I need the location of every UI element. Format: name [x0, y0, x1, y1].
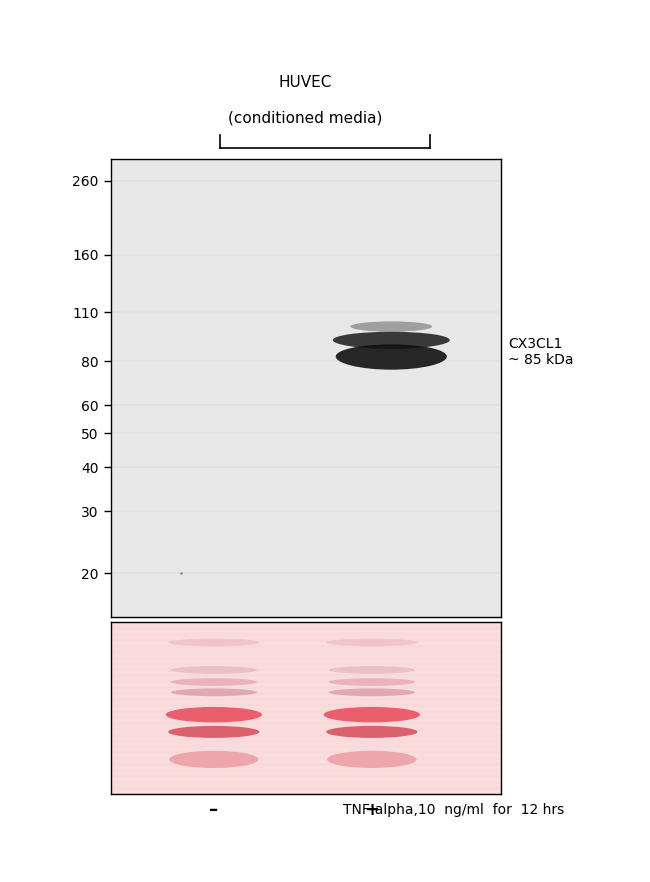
Bar	[111, 717, 500, 722]
Bar	[111, 705, 500, 711]
Bar	[111, 776, 500, 782]
Ellipse shape	[171, 666, 257, 674]
Text: +: +	[364, 801, 380, 818]
Bar	[111, 782, 500, 788]
Text: CX3CL1
~ 85 kDa: CX3CL1 ~ 85 kDa	[508, 337, 574, 367]
Ellipse shape	[336, 344, 447, 370]
Bar	[111, 616, 500, 622]
Bar	[111, 663, 500, 669]
Bar	[111, 669, 500, 676]
Ellipse shape	[171, 689, 257, 696]
Bar	[111, 729, 500, 735]
Bar	[111, 711, 500, 717]
Ellipse shape	[169, 751, 259, 768]
Bar	[111, 639, 500, 646]
Bar	[111, 646, 500, 652]
Ellipse shape	[329, 678, 415, 686]
Bar	[111, 699, 500, 705]
Bar	[111, 770, 500, 776]
Text: HUVEC: HUVEC	[279, 75, 332, 90]
Ellipse shape	[350, 321, 432, 332]
Bar	[111, 735, 500, 740]
Bar	[111, 622, 500, 628]
Ellipse shape	[326, 639, 417, 647]
Ellipse shape	[324, 707, 420, 722]
Bar	[111, 628, 500, 633]
Ellipse shape	[333, 332, 450, 348]
Text: (conditioned media): (conditioned media)	[228, 110, 383, 125]
Ellipse shape	[171, 678, 257, 686]
Bar	[111, 746, 500, 752]
Bar	[111, 765, 500, 770]
Text: TNF-alpha,10  ng/ml  for  12 hrs: TNF-alpha,10 ng/ml for 12 hrs	[343, 803, 564, 817]
Ellipse shape	[329, 689, 415, 696]
Bar	[111, 752, 500, 759]
Bar	[111, 652, 500, 657]
Text: –: –	[209, 801, 218, 818]
Bar	[111, 741, 500, 746]
Ellipse shape	[327, 751, 417, 768]
Ellipse shape	[168, 726, 259, 738]
Ellipse shape	[326, 726, 417, 738]
Bar	[111, 658, 500, 663]
Bar	[111, 676, 500, 681]
Bar	[111, 681, 500, 687]
Ellipse shape	[329, 666, 415, 674]
Bar	[111, 687, 500, 693]
Ellipse shape	[168, 639, 259, 647]
Bar	[111, 693, 500, 699]
Bar	[111, 634, 500, 639]
Ellipse shape	[166, 707, 262, 722]
Bar	[111, 789, 500, 794]
Bar	[111, 759, 500, 764]
Bar	[111, 723, 500, 729]
